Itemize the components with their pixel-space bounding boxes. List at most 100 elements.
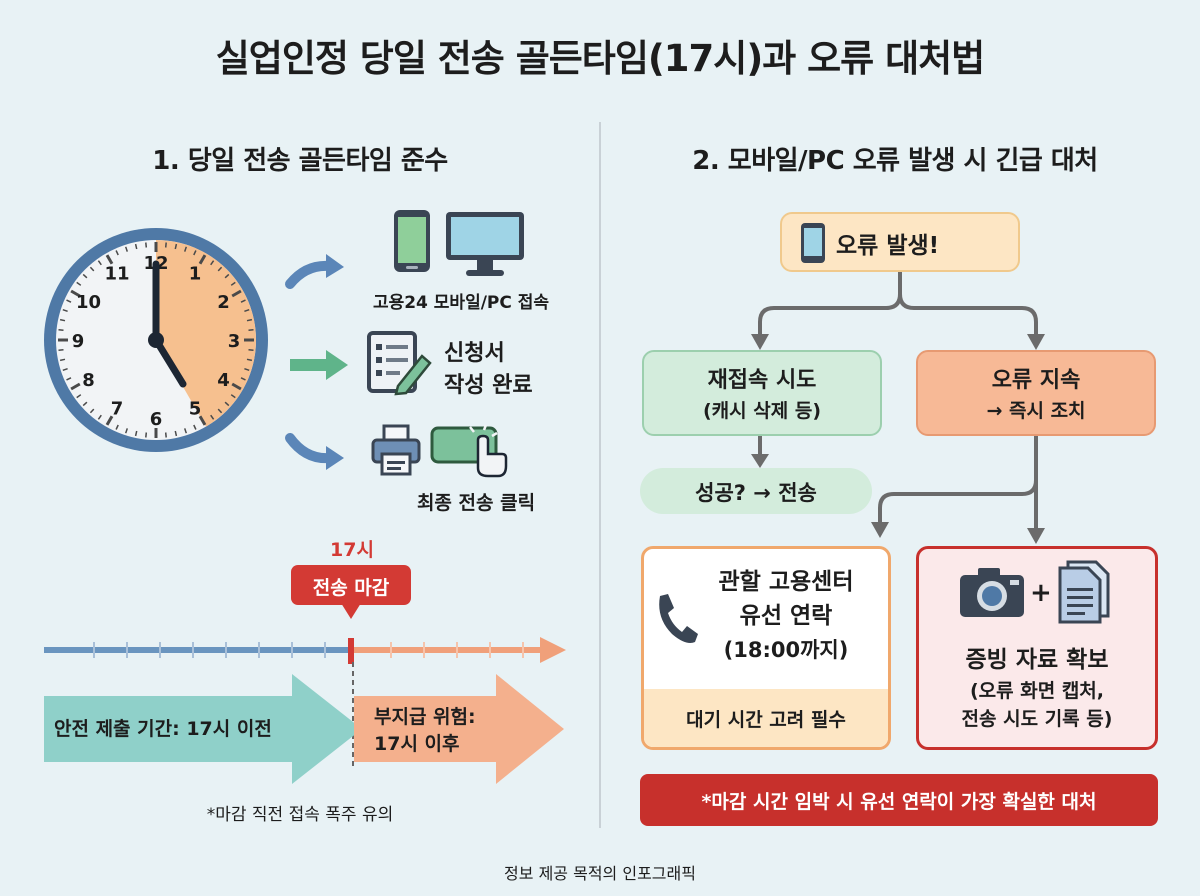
bottom-note-label: *마감 시간 임박 시 유선 연락이 가장 확실한 대처 <box>701 791 1097 813</box>
risk-period-arrow <box>354 674 564 784</box>
step-access-label: 고용24 모바일/PC 접속 <box>372 293 550 313</box>
printer-icon <box>371 424 421 476</box>
call-label-2: 유선 연락 <box>739 603 833 629</box>
clock-tick <box>198 254 207 265</box>
deadline-badge-shape <box>291 565 411 619</box>
clock-number: 5 <box>189 399 202 420</box>
clock-number: 2 <box>217 292 230 313</box>
clock-tick <box>89 408 95 414</box>
clock-tick <box>231 382 242 391</box>
clock-tick <box>70 382 81 391</box>
clock-tick <box>97 260 102 266</box>
clock-icon: 121234567891011 <box>44 228 268 452</box>
clock-tick <box>210 414 215 420</box>
clock-tick <box>164 242 167 248</box>
clock-tick <box>240 377 246 381</box>
clock-number: 6 <box>150 409 163 430</box>
clock-tick <box>183 246 188 252</box>
clock-tick <box>66 299 72 303</box>
error-persist-label-2: → 즉시 조치 <box>986 400 1086 422</box>
clock-tick <box>76 281 82 286</box>
evidence-label-3: 전송 시도 기록 등) <box>961 708 1113 730</box>
clock-tick <box>240 299 246 303</box>
success-label: 성공? → 전송 <box>695 481 817 505</box>
clock-tick <box>217 266 223 272</box>
clock-tick <box>124 428 129 434</box>
evidence-label-2: (오류 화면 캡처, <box>969 680 1104 702</box>
clock-tick <box>246 318 253 322</box>
clock-tick <box>58 329 64 332</box>
clock-tick <box>97 414 102 420</box>
clock-tick <box>198 415 207 426</box>
deadline-dashed-line <box>352 662 354 770</box>
arrow-to-submit <box>285 433 344 470</box>
clock-number: 11 <box>104 264 129 285</box>
clock-tick <box>183 428 188 434</box>
clock-tick <box>231 289 242 298</box>
error-occurred-label: 오류 발생! <box>836 233 940 259</box>
retry-label-1: 재접속 시도 <box>707 368 817 393</box>
safe-period-label: 안전 제출 기간: 17시 이전 <box>54 718 272 740</box>
mobile-phone-icon <box>801 223 825 263</box>
clock-number: 8 <box>82 370 95 391</box>
error-persist-box <box>916 350 1156 436</box>
timeline-axis <box>44 637 566 664</box>
error-persist-label-1: 오류 지속 <box>991 368 1081 393</box>
clock-tick <box>244 367 250 372</box>
success-pill <box>640 468 872 514</box>
clock-tick <box>82 401 88 407</box>
clock-tick <box>58 348 64 351</box>
clock-number: 1 <box>189 264 202 285</box>
clock-tick <box>224 401 230 407</box>
clock-tick <box>217 408 223 414</box>
click-button-icon <box>430 424 508 478</box>
clock-tick <box>124 246 129 252</box>
clock-tick <box>248 329 254 332</box>
risk-period-label-1: 부지급 위험: <box>374 706 476 728</box>
clock-tick <box>248 348 254 351</box>
clock-tick <box>66 377 72 381</box>
retry-label-2: (캐시 삭제 등) <box>703 400 821 422</box>
clock-tick <box>174 243 178 250</box>
clock-tick <box>134 430 138 437</box>
camera-icon <box>960 568 1024 617</box>
clock-tick <box>59 358 66 362</box>
page-footer: 정보 제공 목적의 인포그래픽 <box>504 864 696 883</box>
rush-warning-note: *마감 직전 접속 폭주 유의 <box>206 805 394 825</box>
clock-tick <box>105 415 114 426</box>
evidence-label-1: 증빙 자료 확보 <box>965 647 1109 673</box>
desktop-monitor-icon <box>446 212 524 276</box>
clock-tick <box>115 250 119 256</box>
step-form-label-1: 신청서 <box>444 341 505 366</box>
clock-tick <box>230 281 236 286</box>
bottom-note-banner <box>640 774 1158 826</box>
phone-handset-icon <box>659 594 698 643</box>
right-section-heading: 2. 모바일/PC 오류 발생 시 긴급 대처 <box>692 146 1098 176</box>
clock-tick <box>89 266 95 272</box>
clock-tick <box>134 243 138 250</box>
clock-number: 7 <box>111 399 124 420</box>
risk-period-label-2: 17시 이후 <box>374 733 460 755</box>
mobile-phone-icon <box>394 210 430 272</box>
evidence-box <box>916 546 1158 750</box>
retry-box <box>642 350 882 436</box>
documents-icon <box>1058 560 1110 624</box>
deadline-badge: 전송 마감 <box>312 577 390 599</box>
clock-tick <box>174 430 178 437</box>
clock-tick <box>59 318 66 322</box>
left-section-heading: 1. 당일 전송 골든타임 준수 <box>152 146 448 176</box>
safe-period-arrow <box>44 674 362 784</box>
clock-tick <box>62 308 68 313</box>
clock-tick <box>244 308 250 313</box>
step-form-label-2: 작성 완료 <box>444 373 533 398</box>
clock-tick <box>210 260 215 266</box>
page-title: 실업인정 당일 전송 골든타임(17시)과 오류 대처법 <box>215 37 985 80</box>
clock-tick <box>62 367 68 372</box>
arrow-to-form <box>290 350 348 380</box>
clock-tick <box>105 254 114 265</box>
clock-tick <box>246 358 253 362</box>
deadline-time-label: 17시 <box>330 539 374 561</box>
clock-tick <box>193 424 197 430</box>
step-submit-label: 최종 전송 클릭 <box>416 492 536 514</box>
